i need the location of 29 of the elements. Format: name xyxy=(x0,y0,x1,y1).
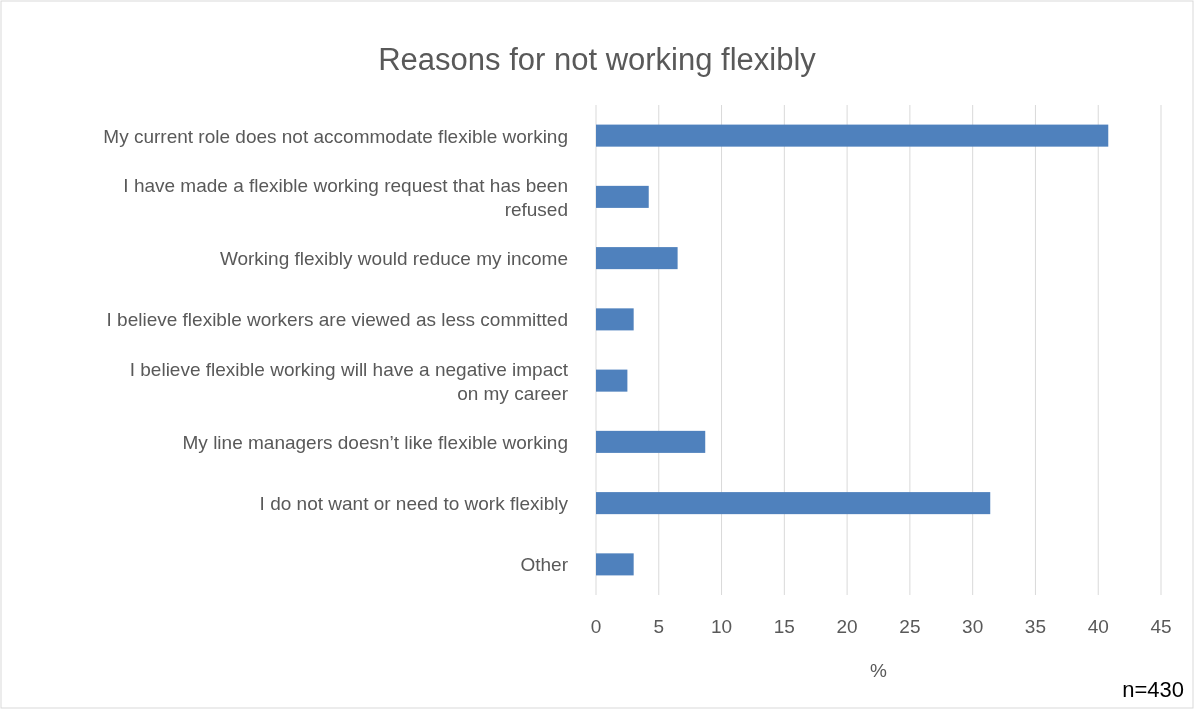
bar xyxy=(596,492,991,515)
y-tick-label: I believe flexible working will have a negative impact on my career xyxy=(129,358,569,404)
bar xyxy=(596,308,634,331)
x-tick-label: 45 xyxy=(1150,616,1172,637)
y-tick-label: I have made a flexible working request that has been refused xyxy=(123,174,568,220)
bar xyxy=(596,247,678,270)
bar xyxy=(596,369,628,392)
y-tick-label: My current role does not accommodate flexible working xyxy=(103,125,568,147)
x-tick-label: 0 xyxy=(590,616,602,637)
x-tick-label: 10 xyxy=(710,616,733,637)
bar xyxy=(596,553,634,576)
x-tick-label: 30 xyxy=(962,616,984,637)
y-tick-label: My line managers doesn’t like flexible working xyxy=(182,431,568,453)
x-tick-label: 40 xyxy=(1087,616,1109,637)
x-tick-label: 20 xyxy=(836,616,858,637)
bar xyxy=(596,430,706,453)
y-tick-label: I do not want or need to work flexibly xyxy=(259,493,569,515)
text: n=430 xyxy=(1122,677,1184,702)
x-tick-label: 35 xyxy=(1024,616,1047,637)
y-tick-label: Other xyxy=(520,554,569,576)
chart-title: Reasons for not working flexibly xyxy=(378,42,817,77)
bar xyxy=(596,124,1109,147)
x-tick-label: 5 xyxy=(653,616,665,637)
x-tick-label: 15 xyxy=(773,616,795,637)
y-tick-label: Working flexibly would reduce my income xyxy=(219,248,568,270)
y-tick-label: I believe flexible workers are viewed as less committed xyxy=(106,309,568,331)
bar xyxy=(596,185,649,208)
x-tick-label: 25 xyxy=(899,616,921,637)
x-axis-title: % xyxy=(870,660,888,681)
